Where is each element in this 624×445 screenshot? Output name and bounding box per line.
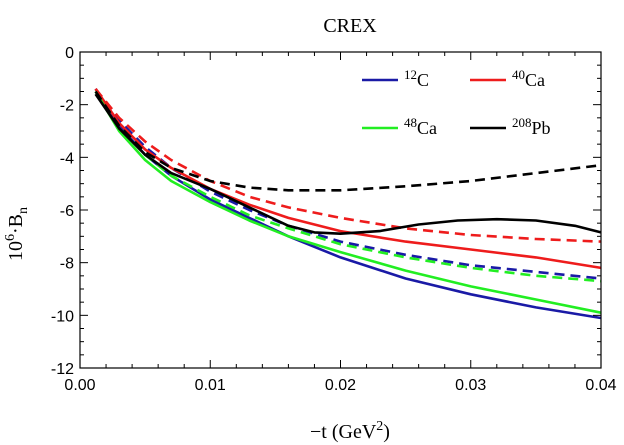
x-tick-label: 0.01 [195, 377, 226, 394]
plot-frame [79, 51, 602, 369]
y-tick-label: 0 [65, 45, 74, 62]
legend-label-sup: 12 [404, 67, 417, 82]
legend-label-text: C [417, 70, 429, 90]
legend-label: 12C [404, 67, 429, 90]
series-layer [94, 88, 602, 320]
legend-label: 208Pb [512, 115, 551, 138]
series-line-c12-dashed [94, 88, 602, 280]
legend-label-sup: 208 [512, 115, 532, 130]
x-tick-label: 0.03 [455, 377, 486, 394]
x-axis-label: −t (GeV2) [310, 419, 390, 443]
legend-label: 40Ca [512, 67, 545, 90]
y-tick-label: -10 [51, 308, 74, 325]
legend-label-text: Ca [417, 118, 437, 138]
y-axis-label-pre: 10 [5, 241, 27, 261]
y-axis-label-sub: n [16, 207, 31, 214]
y-tick-label: -2 [60, 98, 74, 115]
y-axis-label-sup: 6 [3, 234, 18, 241]
x-axis-label-end: ) [383, 421, 390, 443]
y-tick-label: -6 [60, 203, 74, 220]
series-line-pb208-solid [94, 93, 602, 235]
y-tick-label: -12 [51, 361, 74, 378]
legend-label-text: Pb [532, 118, 551, 138]
x-axis-label-base: −t (GeV [310, 421, 377, 443]
y-axis-label: 106·Bn [3, 207, 31, 261]
ticks-layer: 0.00 0.01 0.02 0.03 0.04 0 -2 -4 -6 -8 -10 -12 [51, 45, 617, 394]
y-tick-label: -4 [60, 150, 74, 167]
y-tick-label: -8 [60, 256, 74, 273]
legend-label-sup: 40 [512, 67, 525, 82]
x-tick-label: 0.02 [325, 377, 356, 394]
x-tick-label: 0.04 [585, 377, 616, 394]
series-line-ca48-solid [94, 90, 602, 314]
series-line-ca40-dashed [94, 88, 602, 243]
series-line-ca40-solid [94, 88, 602, 270]
series-line-ca48-dashed [94, 90, 602, 283]
legend-label-text: Ca [525, 70, 545, 90]
x-tick-label: 0.00 [64, 377, 95, 394]
y-axis-label-mid: ·B [5, 214, 27, 234]
x-axis-label-sup: 2 [376, 419, 383, 434]
legend-label-sup: 48 [404, 115, 417, 130]
chart-title: CREX [323, 15, 377, 37]
series-line-pb208-dashed [94, 90, 602, 192]
legend-label: 48Ca [404, 115, 437, 138]
